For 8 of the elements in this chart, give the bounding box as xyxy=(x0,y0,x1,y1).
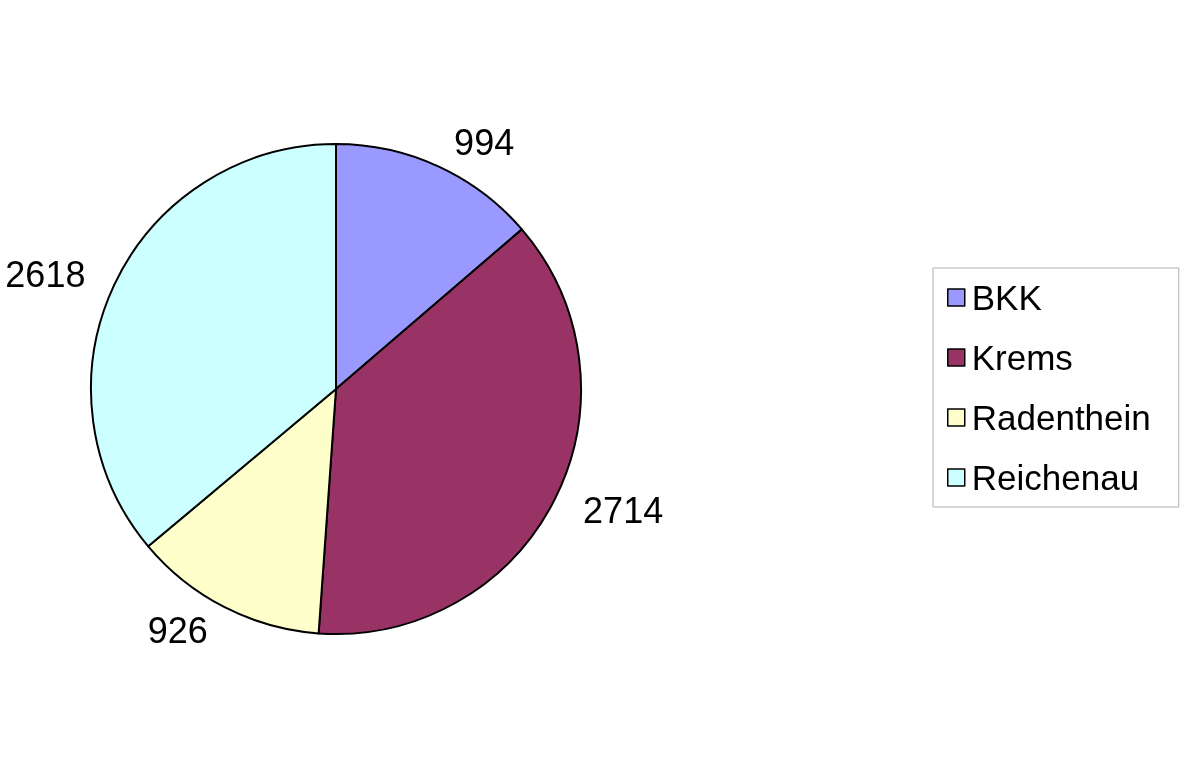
data-label: 2714 xyxy=(583,490,664,532)
legend-label: Radenthein xyxy=(971,398,1151,437)
legend-label: Krems xyxy=(971,338,1073,377)
data-label: 2618 xyxy=(5,253,86,295)
data-label: 994 xyxy=(454,122,515,164)
data-label: 926 xyxy=(147,609,208,651)
legend-label: BKK xyxy=(971,278,1042,317)
legend-label: Reichenau xyxy=(971,458,1140,497)
